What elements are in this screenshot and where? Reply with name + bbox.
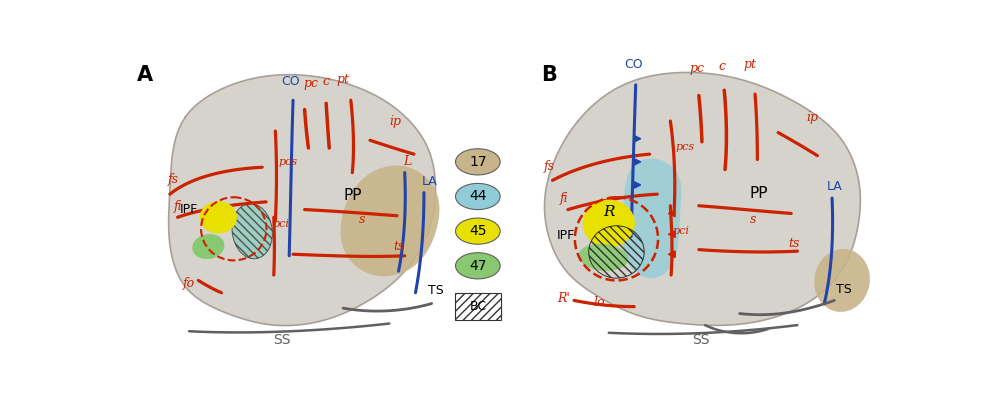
Text: IPF: IPF xyxy=(180,203,198,216)
Polygon shape xyxy=(623,158,681,278)
Polygon shape xyxy=(169,75,436,326)
Text: fs: fs xyxy=(168,173,179,186)
Text: pc: pc xyxy=(303,77,318,90)
Text: ts: ts xyxy=(393,240,405,253)
Text: A: A xyxy=(137,65,153,85)
Text: BC: BC xyxy=(469,300,486,313)
Text: PP: PP xyxy=(750,186,768,201)
Text: lo: lo xyxy=(593,296,605,309)
Ellipse shape xyxy=(583,200,635,247)
Text: s: s xyxy=(358,213,365,227)
Text: R: R xyxy=(603,205,615,219)
Text: 44: 44 xyxy=(469,190,487,203)
Text: pcs: pcs xyxy=(676,142,695,152)
Text: PP: PP xyxy=(343,188,362,203)
Text: CO: CO xyxy=(624,58,643,71)
Text: c: c xyxy=(322,75,329,88)
Text: pci: pci xyxy=(673,226,690,236)
Text: R': R' xyxy=(557,292,570,305)
Text: L: L xyxy=(403,155,411,168)
Text: c: c xyxy=(719,59,726,73)
Text: SS: SS xyxy=(692,333,710,348)
Polygon shape xyxy=(544,73,860,325)
Text: LA: LA xyxy=(422,175,437,188)
Text: ip: ip xyxy=(807,111,819,124)
Text: pc: pc xyxy=(690,62,705,75)
Ellipse shape xyxy=(814,249,870,312)
Text: pt: pt xyxy=(744,58,757,71)
Ellipse shape xyxy=(200,201,237,233)
Ellipse shape xyxy=(578,244,628,271)
Text: B: B xyxy=(541,65,557,85)
Text: pci: pci xyxy=(272,219,289,229)
FancyBboxPatch shape xyxy=(455,293,501,320)
Ellipse shape xyxy=(192,234,224,259)
Text: TS: TS xyxy=(836,283,852,296)
Text: fo: fo xyxy=(183,277,195,290)
Polygon shape xyxy=(341,166,439,276)
Text: pcs: pcs xyxy=(278,157,298,167)
Text: fi: fi xyxy=(560,192,569,205)
Text: fi: fi xyxy=(174,200,182,213)
Text: 17: 17 xyxy=(469,155,487,169)
Ellipse shape xyxy=(232,203,272,259)
Text: fs: fs xyxy=(543,160,554,172)
Text: pt: pt xyxy=(337,73,350,86)
Ellipse shape xyxy=(456,149,500,175)
Text: ts: ts xyxy=(788,237,800,249)
Text: IPF: IPF xyxy=(557,229,575,242)
Text: SS: SS xyxy=(273,333,290,348)
Text: 45: 45 xyxy=(469,224,487,238)
Text: ip: ip xyxy=(389,115,401,128)
Text: 47: 47 xyxy=(469,259,487,273)
Text: TS: TS xyxy=(428,284,444,297)
Ellipse shape xyxy=(456,184,500,209)
Text: s: s xyxy=(750,213,756,227)
Ellipse shape xyxy=(456,218,500,244)
Ellipse shape xyxy=(456,253,500,279)
Text: LA: LA xyxy=(827,180,842,194)
Text: CO: CO xyxy=(282,75,300,88)
